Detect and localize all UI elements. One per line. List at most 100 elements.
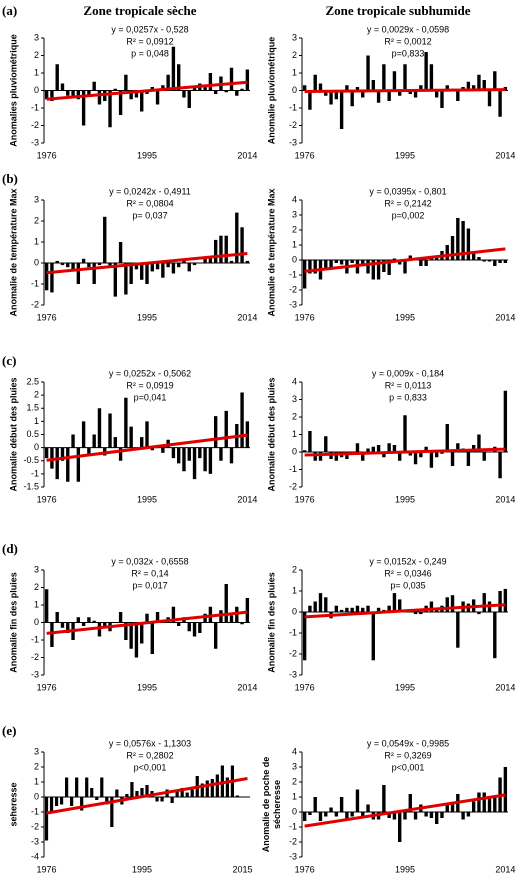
bar bbox=[177, 622, 181, 626]
bar bbox=[198, 447, 202, 459]
bar bbox=[76, 90, 81, 100]
x-tick-label: 1976 bbox=[36, 864, 56, 874]
bar bbox=[225, 777, 229, 797]
bar bbox=[60, 263, 65, 266]
bar bbox=[66, 263, 70, 268]
y-tick-label: 0 bbox=[292, 606, 297, 616]
bar bbox=[161, 85, 165, 91]
y-tick-label: 1 bbox=[34, 776, 39, 786]
panel-label: (a) bbox=[2, 3, 17, 18]
bar bbox=[108, 413, 112, 448]
bar bbox=[456, 90, 460, 101]
bar bbox=[140, 437, 144, 448]
bar bbox=[213, 239, 218, 263]
bar bbox=[493, 797, 497, 812]
x-tick-label: 2014 bbox=[237, 312, 257, 322]
y-tick-label: 0 bbox=[292, 446, 297, 456]
bar bbox=[350, 90, 354, 107]
panel-chart: (e) -4 -3 -2 -1 0 1 2 3 seheresse 1976 1995 2015 y = … bbox=[2, 723, 252, 874]
bar bbox=[440, 812, 444, 818]
bar bbox=[398, 812, 402, 842]
annotation: p= 0,017 bbox=[132, 580, 167, 590]
bar bbox=[87, 447, 91, 456]
x-tick-label: 1995 bbox=[137, 150, 157, 160]
y-tick-label: 1 bbox=[34, 236, 39, 246]
bar bbox=[482, 452, 486, 461]
bar bbox=[498, 90, 502, 117]
bar bbox=[155, 612, 160, 623]
y-tick-label: 1 bbox=[292, 791, 297, 801]
y-tick-label: -3 bbox=[289, 137, 297, 147]
x-tick-label: 2014 bbox=[495, 494, 515, 504]
y-tick-label: -4 bbox=[31, 851, 39, 861]
trend-equation: y = 0,0395x - 0,801 bbox=[369, 186, 446, 196]
bar bbox=[118, 242, 123, 263]
bar bbox=[224, 90, 228, 93]
y-tick-label: 3 bbox=[292, 761, 297, 771]
trend-line bbox=[46, 610, 248, 635]
bar bbox=[205, 780, 209, 797]
trend-equation: y = 0,0549x - 0,9985 bbox=[367, 738, 449, 748]
bar bbox=[118, 612, 123, 623]
bar bbox=[129, 622, 133, 649]
bar bbox=[50, 263, 54, 293]
bar bbox=[95, 797, 99, 800]
y-tick-label: 1 bbox=[292, 429, 297, 439]
y-tick-label: 2 bbox=[34, 390, 39, 400]
bar bbox=[366, 605, 370, 612]
x-tick-label: 2014 bbox=[495, 682, 515, 692]
bar bbox=[166, 74, 170, 91]
bar bbox=[113, 437, 117, 448]
x-tick-label: 1995 bbox=[137, 494, 157, 504]
bar bbox=[466, 812, 471, 817]
x-tick-label: 1976 bbox=[295, 150, 315, 160]
bar bbox=[59, 797, 64, 805]
x-tick-label: 1995 bbox=[137, 682, 157, 692]
y-tick-label: 1 bbox=[292, 239, 297, 249]
bar bbox=[60, 622, 65, 628]
bar bbox=[97, 622, 102, 637]
bar bbox=[213, 416, 218, 448]
annotation: p=0,041 bbox=[134, 392, 167, 402]
bar bbox=[398, 599, 402, 612]
bar bbox=[477, 612, 481, 615]
trend-equation: y = 0,0152x - 0,249 bbox=[369, 556, 446, 566]
bar bbox=[177, 447, 181, 464]
y-tick-label: 0 bbox=[34, 442, 39, 452]
bar bbox=[92, 263, 96, 284]
y-tick-label: 1 bbox=[292, 67, 297, 77]
bar bbox=[100, 777, 104, 797]
bar bbox=[382, 64, 386, 91]
annotation: R² = 0,0912 bbox=[126, 36, 173, 46]
y-tick-label: 2 bbox=[34, 761, 39, 771]
bar bbox=[387, 812, 391, 818]
y-tick-label: -3 bbox=[289, 669, 297, 679]
bar bbox=[302, 812, 307, 821]
bar bbox=[498, 452, 502, 479]
x-tick-label: 1995 bbox=[395, 150, 415, 160]
bar bbox=[229, 615, 234, 623]
y-tick-label: -2 bbox=[31, 652, 39, 662]
bar bbox=[124, 397, 128, 448]
bar bbox=[103, 622, 107, 628]
y-tick-label: -3 bbox=[31, 137, 39, 147]
bar bbox=[75, 777, 79, 797]
bar bbox=[200, 783, 204, 797]
bar bbox=[318, 83, 323, 91]
bar bbox=[487, 90, 492, 107]
bar bbox=[392, 593, 397, 612]
bar bbox=[145, 613, 149, 623]
bar bbox=[361, 90, 365, 98]
bar bbox=[503, 767, 508, 812]
bar bbox=[493, 612, 497, 659]
trend-line bbox=[304, 793, 506, 828]
bar bbox=[155, 263, 160, 270]
bar bbox=[135, 791, 139, 797]
annotation: R² = 0,0113 bbox=[385, 380, 432, 390]
y-tick-label: 0 bbox=[34, 85, 39, 95]
bar bbox=[376, 607, 381, 612]
y-tick-label: -2 bbox=[289, 481, 297, 491]
y-tick-label: 2 bbox=[34, 215, 39, 225]
bar bbox=[498, 591, 502, 612]
